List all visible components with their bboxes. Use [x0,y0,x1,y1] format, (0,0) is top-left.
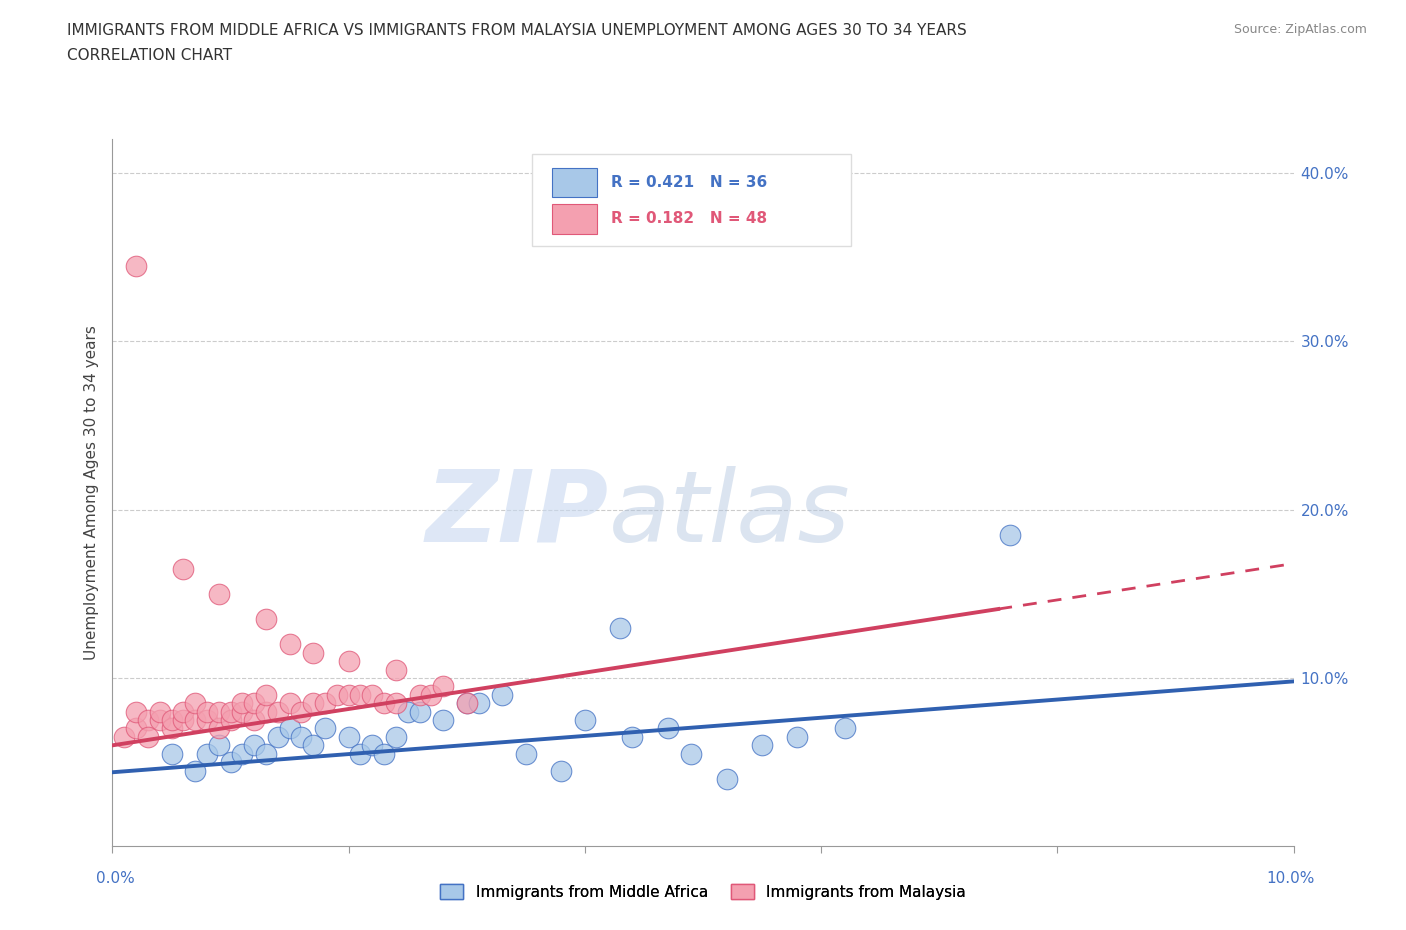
Point [349,746,371,761]
Point [208,587,231,602]
Point [609,620,631,635]
Text: atlas: atlas [609,466,851,563]
Text: ZIP: ZIP [426,466,609,563]
Point [385,662,408,677]
Point [125,704,148,719]
Point [254,612,277,627]
Point [396,704,419,719]
Point [385,696,408,711]
Point [337,687,360,702]
Point [136,712,159,727]
Point [550,764,572,778]
Point [432,679,454,694]
Point [231,746,253,761]
Point [456,696,478,711]
Point [172,561,194,576]
Y-axis label: Unemployment Among Ages 30 to 34 years: Unemployment Among Ages 30 to 34 years [84,326,100,660]
Point [172,704,194,719]
Point [515,746,537,761]
Point [184,696,207,711]
Point [349,687,371,702]
Point [408,704,430,719]
Point [456,696,478,711]
Point [373,746,395,761]
Point [160,712,183,727]
Point [254,687,277,702]
Point [184,764,207,778]
Point [267,729,290,744]
Text: IMMIGRANTS FROM MIDDLE AFRICA VS IMMIGRANTS FROM MALAYSIA UNEMPLOYMENT AMONG AGE: IMMIGRANTS FROM MIDDLE AFRICA VS IMMIGRA… [67,23,967,38]
Point [231,696,253,711]
Point [125,721,148,736]
Point [160,746,183,761]
Point [373,696,395,711]
Point [149,704,172,719]
Point [278,637,301,652]
Point [621,729,644,744]
Point [420,687,443,702]
Point [326,687,349,702]
Point [408,687,430,702]
Point [278,721,301,736]
Point [491,687,513,702]
Point [314,721,336,736]
Point [243,737,266,752]
Point [136,729,159,744]
Point [195,704,218,719]
Point [195,712,218,727]
Point [208,704,231,719]
Point [243,696,266,711]
Point [184,712,207,727]
Point [267,704,290,719]
Point [254,704,277,719]
Point [149,712,172,727]
Point [385,729,408,744]
Point [834,721,856,736]
Point [574,712,596,727]
FancyBboxPatch shape [551,204,596,233]
Point [337,654,360,669]
Text: Source: ZipAtlas.com: Source: ZipAtlas.com [1233,23,1367,36]
Point [657,721,679,736]
Point [290,704,312,719]
Point [302,737,325,752]
Point [208,721,231,736]
Point [716,772,738,787]
Legend: Immigrants from Middle Africa, Immigrants from Malaysia: Immigrants from Middle Africa, Immigrant… [434,878,972,906]
Point [243,712,266,727]
Point [302,645,325,660]
Point [219,755,242,770]
Point [172,712,194,727]
FancyBboxPatch shape [551,167,596,197]
Point [432,712,454,727]
Point [195,746,218,761]
Text: R = 0.421   N = 36: R = 0.421 N = 36 [610,175,768,190]
Point [998,527,1021,542]
Point [337,729,360,744]
Point [302,696,325,711]
Point [278,696,301,711]
Text: R = 0.182   N = 48: R = 0.182 N = 48 [610,211,768,226]
Point [231,704,253,719]
Point [361,687,384,702]
Point [160,721,183,736]
Point [467,696,489,711]
Point [681,746,703,761]
Point [361,737,384,752]
Text: CORRELATION CHART: CORRELATION CHART [67,48,232,63]
Text: 10.0%: 10.0% [1267,871,1315,886]
Point [314,696,336,711]
Text: 0.0%: 0.0% [96,871,135,886]
Point [112,729,135,744]
Point [219,704,242,719]
Point [254,746,277,761]
Point [125,259,148,273]
Point [786,729,808,744]
Point [751,737,773,752]
Point [208,737,231,752]
Point [219,712,242,727]
Point [290,729,312,744]
FancyBboxPatch shape [531,153,851,246]
